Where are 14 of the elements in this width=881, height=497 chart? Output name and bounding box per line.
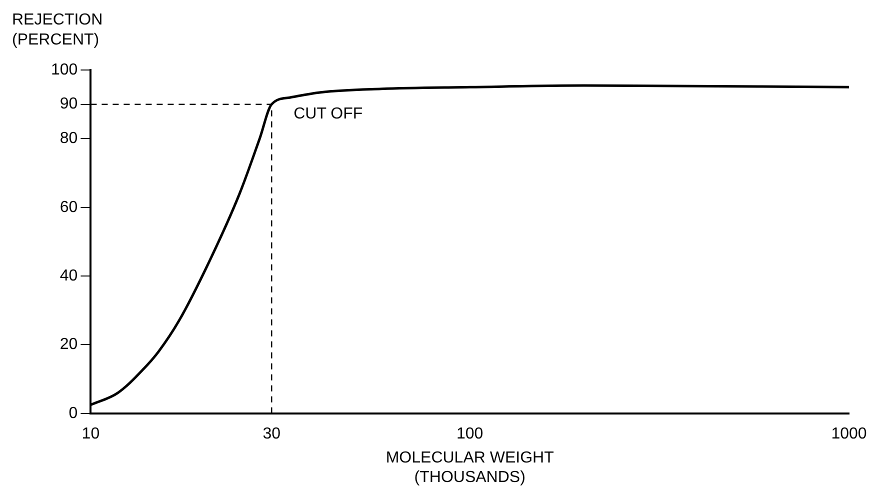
y-tick-label: 60 [60, 198, 78, 216]
x-tick-label: 100 [456, 425, 484, 442]
x-tick-label: 10 [82, 425, 100, 442]
y-axis-title: REJECTION (PERCENT) [12, 11, 103, 48]
y-tick-label: 90 [60, 96, 78, 113]
y-tick-label: 100 [50, 61, 78, 78]
x-tick-label: 1000 [831, 425, 867, 442]
x-tick-label: 30 [262, 425, 281, 442]
x-axis-title: MOLECULAR WEIGHT (THOUSANDS) [386, 450, 554, 486]
y-tick-label: 40 [60, 267, 78, 284]
y-tick-label: 80 [60, 130, 78, 148]
y-tick-label: 0 [68, 404, 78, 422]
annotation: CUT OFF [294, 106, 363, 123]
y-tick-label: 20 [60, 336, 78, 354]
